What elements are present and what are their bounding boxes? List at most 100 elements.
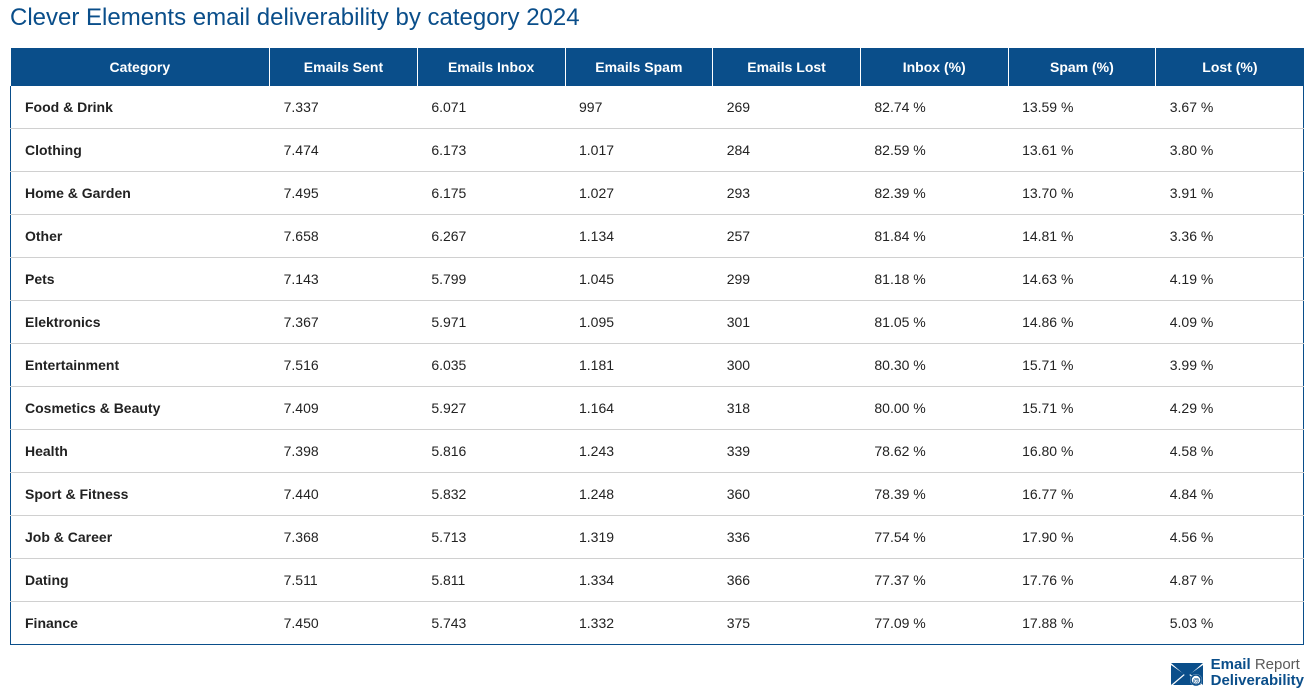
value-cell: 4.56 % <box>1156 516 1304 559</box>
column-header: Emails Sent <box>270 48 418 86</box>
category-cell: Finance <box>11 602 270 645</box>
value-cell: 13.70 % <box>1008 172 1156 215</box>
value-cell: 80.30 % <box>860 344 1008 387</box>
value-cell: 339 <box>713 430 861 473</box>
value-cell: 14.81 % <box>1008 215 1156 258</box>
table-row: Job & Career7.3685.7131.31933677.54 %17.… <box>11 516 1304 559</box>
category-cell: Other <box>11 215 270 258</box>
value-cell: 5.799 <box>417 258 565 301</box>
value-cell: 1.334 <box>565 559 713 602</box>
table-row: Entertainment7.5166.0351.18130080.30 %15… <box>11 344 1304 387</box>
value-cell: 997 <box>565 86 713 129</box>
value-cell: 3.80 % <box>1156 129 1304 172</box>
value-cell: 5.743 <box>417 602 565 645</box>
value-cell: 6.175 <box>417 172 565 215</box>
value-cell: 7.143 <box>270 258 418 301</box>
category-cell: Elektronics <box>11 301 270 344</box>
svg-text:@: @ <box>1192 678 1199 685</box>
value-cell: 3.36 % <box>1156 215 1304 258</box>
value-cell: 81.18 % <box>860 258 1008 301</box>
value-cell: 1.134 <box>565 215 713 258</box>
value-cell: 4.09 % <box>1156 301 1304 344</box>
value-cell: 4.84 % <box>1156 473 1304 516</box>
category-cell: Pets <box>11 258 270 301</box>
column-header: Emails Spam <box>565 48 713 86</box>
value-cell: 6.267 <box>417 215 565 258</box>
value-cell: 1.027 <box>565 172 713 215</box>
value-cell: 366 <box>713 559 861 602</box>
value-cell: 16.80 % <box>1008 430 1156 473</box>
value-cell: 7.474 <box>270 129 418 172</box>
value-cell: 3.99 % <box>1156 344 1304 387</box>
value-cell: 6.173 <box>417 129 565 172</box>
value-cell: 293 <box>713 172 861 215</box>
value-cell: 81.05 % <box>860 301 1008 344</box>
value-cell: 375 <box>713 602 861 645</box>
value-cell: 4.29 % <box>1156 387 1304 430</box>
value-cell: 1.045 <box>565 258 713 301</box>
value-cell: 82.39 % <box>860 172 1008 215</box>
value-cell: 318 <box>713 387 861 430</box>
table-row: Cosmetics & Beauty7.4095.9271.16431880.0… <box>11 387 1304 430</box>
value-cell: 4.87 % <box>1156 559 1304 602</box>
value-cell: 1.164 <box>565 387 713 430</box>
value-cell: 78.62 % <box>860 430 1008 473</box>
value-cell: 300 <box>713 344 861 387</box>
value-cell: 14.63 % <box>1008 258 1156 301</box>
value-cell: 7.368 <box>270 516 418 559</box>
value-cell: 4.19 % <box>1156 258 1304 301</box>
column-header: Spam (%) <box>1008 48 1156 86</box>
value-cell: 7.337 <box>270 86 418 129</box>
value-cell: 82.74 % <box>860 86 1008 129</box>
value-cell: 81.84 % <box>860 215 1008 258</box>
table-row: Sport & Fitness7.4405.8321.24836078.39 %… <box>11 473 1304 516</box>
value-cell: 257 <box>713 215 861 258</box>
value-cell: 5.811 <box>417 559 565 602</box>
value-cell: 3.67 % <box>1156 86 1304 129</box>
column-header: Inbox (%) <box>860 48 1008 86</box>
category-cell: Entertainment <box>11 344 270 387</box>
logo-line1-bold: Email <box>1211 656 1251 673</box>
table-row: Finance7.4505.7431.33237577.09 %17.88 %5… <box>11 602 1304 645</box>
value-cell: 15.71 % <box>1008 387 1156 430</box>
logo-line2: Deliverability <box>1211 673 1304 689</box>
category-cell: Home & Garden <box>11 172 270 215</box>
value-cell: 1.095 <box>565 301 713 344</box>
value-cell: 7.367 <box>270 301 418 344</box>
deliverability-table: CategoryEmails SentEmails InboxEmails Sp… <box>10 48 1304 645</box>
value-cell: 17.88 % <box>1008 602 1156 645</box>
column-header: Lost (%) <box>1156 48 1304 86</box>
value-cell: 6.035 <box>417 344 565 387</box>
table-row: Dating7.5115.8111.33436677.37 %17.76 %4.… <box>11 559 1304 602</box>
column-header: Emails Lost <box>713 48 861 86</box>
value-cell: 5.832 <box>417 473 565 516</box>
value-cell: 6.071 <box>417 86 565 129</box>
value-cell: 360 <box>713 473 861 516</box>
column-header: Emails Inbox <box>417 48 565 86</box>
value-cell: 7.516 <box>270 344 418 387</box>
page-title: Clever Elements email deliverability by … <box>10 4 1304 32</box>
value-cell: 269 <box>713 86 861 129</box>
value-cell: 82.59 % <box>860 129 1008 172</box>
value-cell: 4.58 % <box>1156 430 1304 473</box>
table-header-row: CategoryEmails SentEmails InboxEmails Sp… <box>11 48 1304 86</box>
value-cell: 3.91 % <box>1156 172 1304 215</box>
category-cell: Clothing <box>11 129 270 172</box>
value-cell: 77.54 % <box>860 516 1008 559</box>
table-row: Clothing7.4746.1731.01728482.59 %13.61 %… <box>11 129 1304 172</box>
category-cell: Health <box>11 430 270 473</box>
category-cell: Dating <box>11 559 270 602</box>
table-row: Health7.3985.8161.24333978.62 %16.80 %4.… <box>11 430 1304 473</box>
value-cell: 5.03 % <box>1156 602 1304 645</box>
value-cell: 14.86 % <box>1008 301 1156 344</box>
envelope-icon: @ <box>1169 659 1205 687</box>
table-row: Other7.6586.2671.13425781.84 %14.81 %3.3… <box>11 215 1304 258</box>
table-body: Food & Drink7.3376.07199726982.74 %13.59… <box>11 86 1304 645</box>
value-cell: 77.09 % <box>860 602 1008 645</box>
value-cell: 78.39 % <box>860 473 1008 516</box>
value-cell: 80.00 % <box>860 387 1008 430</box>
table-row: Home & Garden7.4956.1751.02729382.39 %13… <box>11 172 1304 215</box>
value-cell: 7.440 <box>270 473 418 516</box>
table-row: Pets7.1435.7991.04529981.18 %14.63 %4.19… <box>11 258 1304 301</box>
value-cell: 5.927 <box>417 387 565 430</box>
